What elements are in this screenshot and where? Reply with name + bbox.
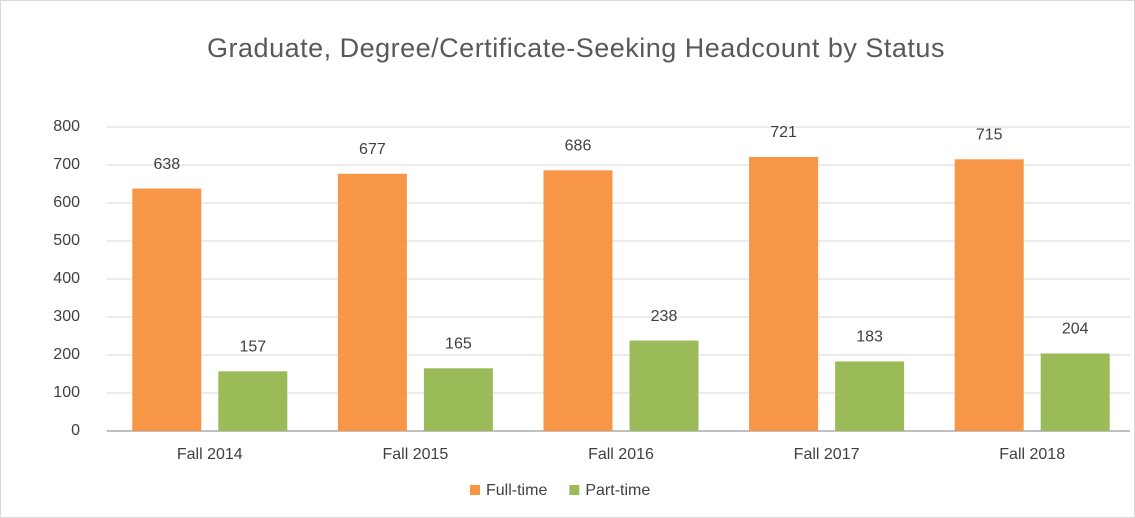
bar	[132, 188, 202, 431]
data-label: 686	[565, 138, 592, 155]
x-tick-label: Fall 2015	[382, 446, 448, 463]
data-label: 721	[770, 124, 797, 141]
data-label: 238	[651, 308, 678, 325]
data-label: 638	[153, 156, 180, 173]
bar	[749, 157, 819, 431]
y-tick-label: 0	[71, 422, 80, 439]
bar	[543, 170, 613, 431]
y-tick-label: 400	[53, 270, 80, 287]
x-tick-label: Fall 2014	[177, 446, 243, 463]
y-tick-label: 300	[53, 308, 80, 325]
data-label: 157	[239, 339, 266, 356]
bar	[629, 340, 699, 431]
data-label: 165	[445, 336, 472, 353]
data-label: 204	[1062, 321, 1089, 338]
x-tick-label: Fall 2018	[999, 446, 1065, 463]
y-tick-label: 200	[53, 346, 80, 363]
y-tick-label: 800	[53, 118, 80, 135]
data-label: 677	[359, 141, 386, 158]
y-tick-label: 600	[53, 194, 80, 211]
x-tick-label: Fall 2016	[588, 446, 654, 463]
data-label: 715	[976, 127, 1003, 144]
legend-label: Part-time	[585, 482, 650, 499]
chart-title: Graduate, Degree/Certificate-Seeking Hea…	[207, 33, 945, 63]
bar	[1040, 353, 1110, 431]
bar	[337, 173, 407, 432]
data-label: 183	[856, 329, 883, 346]
legend-label: Full-time	[486, 482, 547, 499]
legend-swatch	[569, 485, 580, 495]
legend-swatch	[470, 485, 480, 495]
bar	[218, 371, 288, 431]
y-tick-label: 100	[53, 384, 80, 401]
bar	[423, 368, 493, 431]
y-tick-label: 500	[53, 232, 80, 249]
x-tick-label: Fall 2017	[794, 446, 860, 463]
bar	[954, 159, 1024, 432]
bar	[835, 361, 905, 431]
y-tick-label: 700	[53, 156, 80, 173]
